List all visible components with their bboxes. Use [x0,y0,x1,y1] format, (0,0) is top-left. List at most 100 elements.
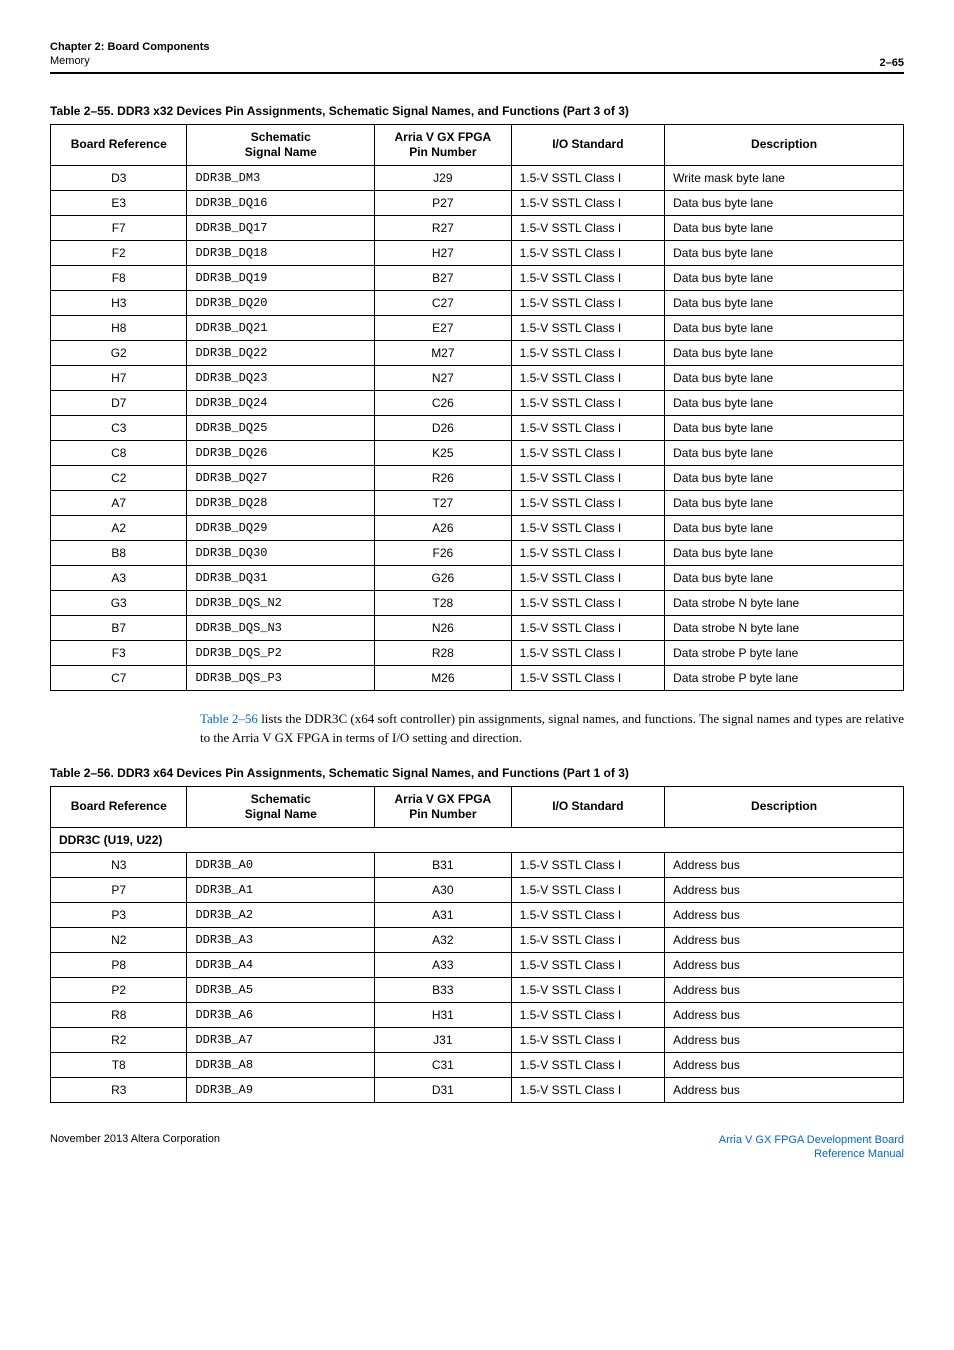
table-cell: F26 [375,540,511,565]
table-cell: B8 [51,540,187,565]
table-cell: C8 [51,440,187,465]
table-row: N2DDR3B_A3A321.5-V SSTL Class IAddress b… [51,927,904,952]
table-cell: K25 [375,440,511,465]
table-cell: DDR3B_DQS_N2 [187,590,375,615]
table-row: R8DDR3B_A6H311.5-V SSTL Class IAddress b… [51,1002,904,1027]
table-cell: C3 [51,415,187,440]
table-cell: Data bus byte lane [665,490,904,515]
table-cell: 1.5-V SSTL Class I [511,640,665,665]
table-cell: A26 [375,515,511,540]
table-cell: DDR3B_DQ21 [187,315,375,340]
table2-title: Table 2–56. DDR3 x64 Devices Pin Assignm… [50,766,904,780]
table-cell: DDR3B_DQ22 [187,340,375,365]
table-cell: DDR3B_DQS_N3 [187,615,375,640]
table-row: G3DDR3B_DQS_N2T281.5-V SSTL Class IData … [51,590,904,615]
table-cell: 1.5-V SSTL Class I [511,540,665,565]
table-cell: DDR3B_A8 [187,1052,375,1077]
table-cell: DDR3B_DQ18 [187,240,375,265]
table-cell: P27 [375,190,511,215]
column-header: Board Reference [51,786,187,827]
table-row: P3DDR3B_A2A311.5-V SSTL Class IAddress b… [51,902,904,927]
table-cell: DDR3B_A1 [187,877,375,902]
table-cell: D3 [51,165,187,190]
table-cell: H31 [375,1002,511,1027]
table-cell: 1.5-V SSTL Class I [511,365,665,390]
table-cell: H27 [375,240,511,265]
table-cell: M26 [375,665,511,690]
table-cell: 1.5-V SSTL Class I [511,215,665,240]
page-number: 2–65 [880,57,904,69]
table-row: P8DDR3B_A4A331.5-V SSTL Class IAddress b… [51,952,904,977]
table-cell: P7 [51,877,187,902]
table-cell: D31 [375,1077,511,1102]
table-row: T8DDR3B_A8C311.5-V SSTL Class IAddress b… [51,1052,904,1077]
table-row: H3DDR3B_DQ20C271.5-V SSTL Class IData bu… [51,290,904,315]
table-cell: Address bus [665,902,904,927]
table-cell: DDR3B_A0 [187,852,375,877]
table-row: D7DDR3B_DQ24C261.5-V SSTL Class IData bu… [51,390,904,415]
table-cell: N26 [375,615,511,640]
table-cell: F7 [51,215,187,240]
page-header: Chapter 2: Board Components Memory 2–65 [50,40,904,74]
table-cell: 1.5-V SSTL Class I [511,315,665,340]
table-cell: Data bus byte lane [665,365,904,390]
column-header: I/O Standard [511,786,665,827]
table-cell: A33 [375,952,511,977]
table-cell: R26 [375,465,511,490]
table-row: F3DDR3B_DQS_P2R281.5-V SSTL Class IData … [51,640,904,665]
table-ref-link[interactable]: Table 2–56 [200,711,258,726]
table-cell: Data bus byte lane [665,290,904,315]
table-cell: 1.5-V SSTL Class I [511,465,665,490]
table-cell: DDR3B_DQ25 [187,415,375,440]
table-cell: 1.5-V SSTL Class I [511,240,665,265]
table-cell: Data bus byte lane [665,440,904,465]
table-cell: 1.5-V SSTL Class I [511,265,665,290]
table-cell: Data bus byte lane [665,240,904,265]
table-cell: Address bus [665,1052,904,1077]
table-cell: Address bus [665,927,904,952]
table-cell: 1.5-V SSTL Class I [511,565,665,590]
table-cell: F2 [51,240,187,265]
table2: Board ReferenceSchematicSignal NameArria… [50,786,904,1103]
table-cell: Address bus [665,952,904,977]
table-row: R3DDR3B_A9D311.5-V SSTL Class IAddress b… [51,1077,904,1102]
table-subheader: DDR3C (U19, U22) [51,827,904,852]
footer-right2: Reference Manual [719,1147,904,1161]
table-cell: E3 [51,190,187,215]
table-cell: Address bus [665,1027,904,1052]
table-cell: Data bus byte lane [665,515,904,540]
table-cell: DDR3B_A4 [187,952,375,977]
table-cell: Data bus byte lane [665,265,904,290]
table-row: A7DDR3B_DQ28T271.5-V SSTL Class IData bu… [51,490,904,515]
table-cell: D26 [375,415,511,440]
table-cell: 1.5-V SSTL Class I [511,390,665,415]
table-cell: DDR3B_DQ19 [187,265,375,290]
table-cell: P2 [51,977,187,1002]
table-row: A2DDR3B_DQ29A261.5-V SSTL Class IData bu… [51,515,904,540]
table-cell: P8 [51,952,187,977]
table-cell: 1.5-V SSTL Class I [511,590,665,615]
table-cell: DDR3B_DQ16 [187,190,375,215]
table-cell: Address bus [665,1002,904,1027]
table-cell: DDR3B_DQ31 [187,565,375,590]
table-cell: Data bus byte lane [665,190,904,215]
table-cell: DDR3B_DQ26 [187,440,375,465]
table-cell: N27 [375,365,511,390]
column-header: Description [665,124,904,165]
table-cell: A3 [51,565,187,590]
footer-right1: Arria V GX FPGA Development Board [719,1133,904,1147]
table-cell: Write mask byte lane [665,165,904,190]
table-cell: DDR3B_A3 [187,927,375,952]
table-cell: Data bus byte lane [665,215,904,240]
table-cell: 1.5-V SSTL Class I [511,490,665,515]
table-cell: Address bus [665,877,904,902]
table-cell: Data bus byte lane [665,340,904,365]
chapter-sub: Memory [50,54,210,68]
table-cell: R27 [375,215,511,240]
table-row: A3DDR3B_DQ31G261.5-V SSTL Class IData bu… [51,565,904,590]
column-header: Board Reference [51,124,187,165]
table-cell: Data strobe P byte lane [665,665,904,690]
table-cell: 1.5-V SSTL Class I [511,852,665,877]
table-row: E3DDR3B_DQ16P271.5-V SSTL Class IData bu… [51,190,904,215]
table-cell: G26 [375,565,511,590]
